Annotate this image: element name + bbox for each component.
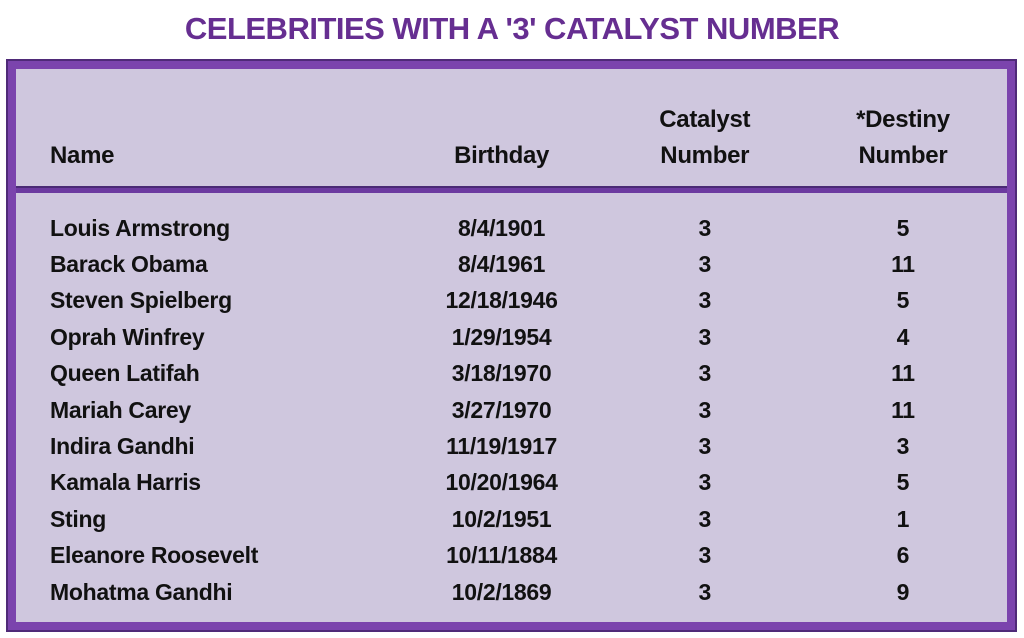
table-row: Kamala Harris 10/20/1964 3 5 — [16, 465, 1007, 501]
cell-catalyst-number: 3 — [698, 323, 711, 350]
cell-destiny-number: 3 — [896, 433, 910, 460]
cell-birthday: 12/18/1946 — [445, 287, 558, 314]
table-border: Name Birthday Catalyst Number *Destiny N… — [6, 59, 1017, 632]
cell-birthday: 10/2/1951 — [451, 505, 552, 532]
cell-birthday: 11/19/1917 — [446, 433, 557, 460]
cell-destiny-number: 11 — [891, 396, 915, 423]
table-row: Mariah Carey 3/27/1970 3 11 — [16, 392, 1007, 428]
page-title: CELEBRITIES WITH A '3' CATALYST NUMBER — [184, 11, 840, 46]
table-row: Oprah Winfrey 1/29/1954 3 4 — [16, 319, 1007, 355]
cell-birthday: 10/2/1869 — [451, 578, 552, 605]
header-divider — [16, 186, 1007, 193]
cell-birthday: 3/27/1970 — [451, 396, 552, 423]
table-row: Barack Obama 8/4/1961 3 11 — [16, 246, 1007, 282]
cell-destiny-number: 9 — [896, 578, 910, 605]
table-row: Louis Armstrong 8/4/1901 3 5 — [16, 210, 1007, 246]
cell-catalyst-number: 3 — [698, 214, 711, 241]
cell-name: Mohatma Gandhi — [50, 578, 233, 605]
table-body: Louis Armstrong 8/4/1901 3 5 Barack Obam… — [16, 193, 1007, 622]
column-header-catalyst-number: Catalyst Number — [659, 106, 751, 169]
table-header-row: Name Birthday Catalyst Number *Destiny N… — [16, 69, 1007, 186]
table-row: Queen Latifah 3/18/1970 3 11 — [16, 356, 1007, 392]
cell-destiny-number: 4 — [896, 323, 910, 350]
cell-name: Indira Gandhi — [50, 433, 195, 460]
table-row: Sting 10/2/1951 3 1 — [16, 501, 1007, 537]
cell-birthday: 3/18/1970 — [451, 360, 552, 387]
cell-destiny-number: 5 — [896, 469, 910, 496]
cell-catalyst-number: 3 — [698, 360, 711, 387]
cell-birthday: 10/11/1884 — [446, 542, 557, 569]
cell-birthday: 1/29/1954 — [451, 323, 552, 350]
cell-name: Louis Armstrong — [50, 214, 230, 241]
table-row: Mohatma Gandhi 10/2/1869 3 9 — [16, 574, 1007, 610]
column-header-name: Name — [50, 142, 115, 169]
cell-catalyst-number: 3 — [698, 505, 711, 532]
cell-destiny-number: 5 — [896, 214, 910, 241]
table-row: Steven Spielberg 12/18/1946 3 5 — [16, 283, 1007, 319]
cell-destiny-number: 5 — [896, 287, 910, 314]
cell-name: Barack Obama — [50, 251, 208, 278]
cell-birthday: 8/4/1901 — [458, 214, 546, 241]
cell-name: Eleanore Roosevelt — [50, 542, 259, 569]
cell-catalyst-number: 3 — [698, 287, 711, 314]
cell-destiny-number: 1 — [896, 505, 910, 532]
cell-destiny-number: 6 — [896, 542, 910, 569]
cell-catalyst-number: 3 — [698, 469, 711, 496]
cell-catalyst-number: 3 — [698, 578, 711, 605]
cell-name: Queen Latifah — [50, 360, 200, 387]
cell-catalyst-number: 3 — [698, 251, 711, 278]
table-row: Eleanore Roosevelt 10/11/1884 3 6 — [16, 538, 1007, 574]
cell-birthday: 8/4/1961 — [458, 251, 546, 278]
column-header-destiny-number: *Destiny Number — [856, 106, 950, 169]
cell-name: Kamala Harris — [50, 469, 201, 496]
cell-birthday: 10/20/1964 — [445, 469, 558, 496]
table-row: Indira Gandhi 11/19/1917 3 3 — [16, 428, 1007, 464]
cell-catalyst-number: 3 — [698, 433, 711, 460]
cell-name: Mariah Carey — [50, 396, 191, 423]
cell-catalyst-number: 3 — [698, 542, 711, 569]
cell-destiny-number: 11 — [891, 360, 915, 387]
column-header-birthday: Birthday — [454, 142, 550, 169]
cell-catalyst-number: 3 — [698, 396, 711, 423]
celebrities-table: Name Birthday Catalyst Number *Destiny N… — [8, 61, 1015, 630]
cell-name: Oprah Winfrey — [50, 323, 205, 350]
cell-name: Sting — [50, 505, 106, 532]
cell-name: Steven Spielberg — [50, 287, 232, 314]
cell-destiny-number: 11 — [891, 251, 915, 278]
